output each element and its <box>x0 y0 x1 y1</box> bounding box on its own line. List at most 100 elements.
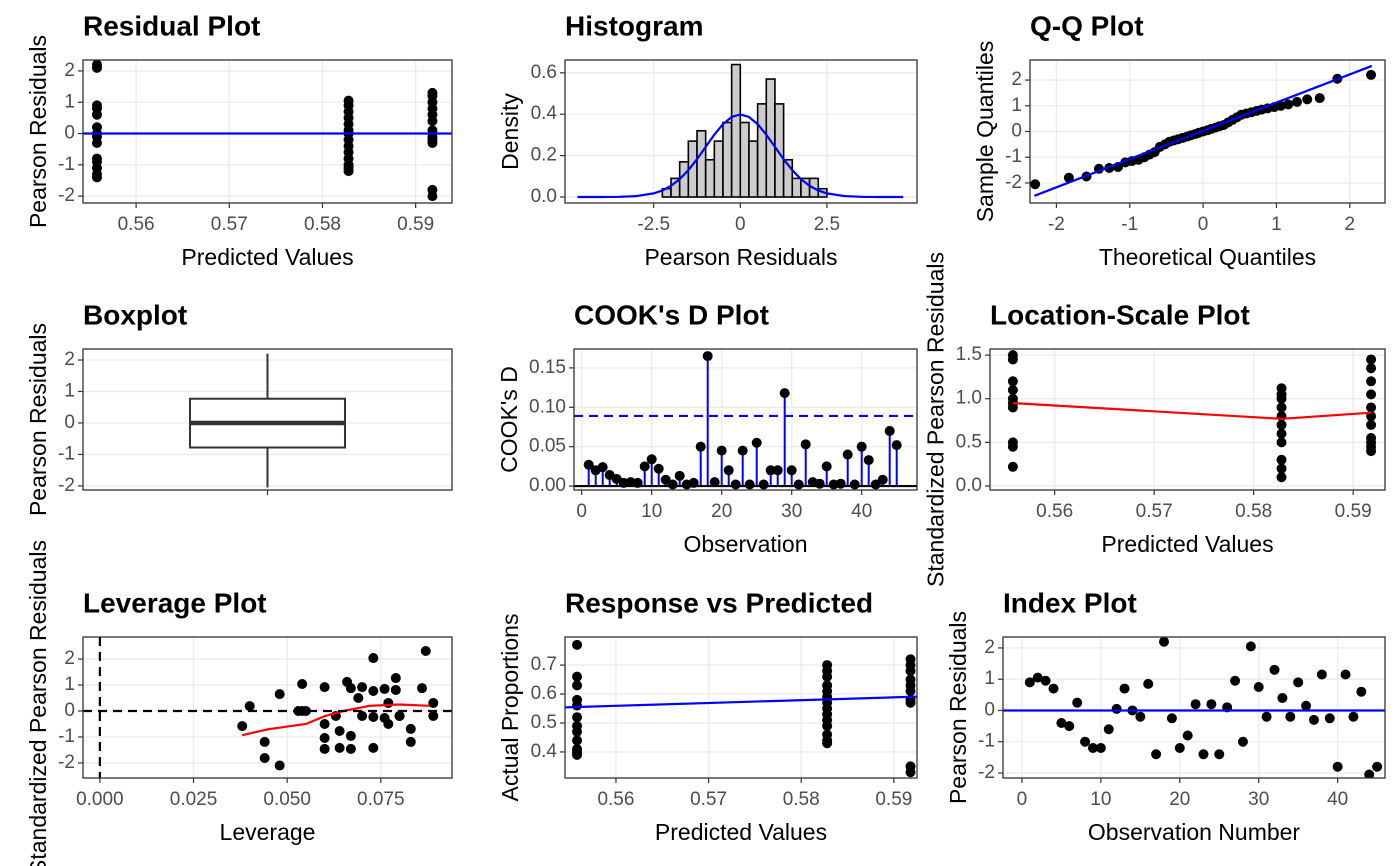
line <box>565 695 917 709</box>
y-tick-label: 1 <box>64 381 75 402</box>
x-axis-label: Predicted Values <box>1101 531 1273 557</box>
y-axis-label: Density <box>497 93 523 170</box>
point <box>905 686 916 697</box>
point <box>1348 711 1359 722</box>
point <box>420 646 431 657</box>
y-axis-label: Standardized Pearson Residuals <box>923 252 949 587</box>
y-tick-label: 0.0 <box>531 186 557 207</box>
point <box>390 673 401 684</box>
panel: Q-Q Plot -2 -1 0 1 2 -2 -1 0 1 2 Theoretical Quanti… <box>972 10 1386 270</box>
point <box>379 683 390 694</box>
panel: COOK's D Plot 0.00 0.05 0.10 0.15 0 10 20 30 40 Ob… <box>496 299 918 557</box>
point <box>822 720 833 731</box>
x-axis-label: Predicted Values <box>181 244 353 270</box>
point <box>300 706 311 717</box>
y-axis-label: Pearson Residuals <box>945 611 971 804</box>
panel-border <box>82 348 453 491</box>
panel: Response vs Predicted 0.4 0.5 0.6 0.7 0.56 0.5… <box>497 587 918 845</box>
x-tick-label: -2.5 <box>637 214 670 235</box>
point <box>1261 711 1272 722</box>
y-tick-label: 0.7 <box>531 654 557 675</box>
point <box>368 686 379 697</box>
x-axis-label: Observation Number <box>1088 819 1301 845</box>
y-axis-label: Pearson Residuals <box>25 323 51 516</box>
point <box>368 711 379 722</box>
point <box>405 723 416 734</box>
point <box>793 479 804 490</box>
point <box>597 462 608 473</box>
point <box>427 137 438 148</box>
point <box>1372 761 1383 772</box>
point <box>319 743 330 754</box>
point <box>1072 697 1083 708</box>
plot-area <box>189 353 346 488</box>
panel-background <box>83 60 452 203</box>
point <box>1276 393 1287 404</box>
histogram-bar <box>774 103 785 198</box>
title: Q-Q Plot <box>1030 10 1144 41</box>
histogram-bar <box>791 177 802 198</box>
x-tick-label: 40 <box>1327 789 1348 810</box>
x-tick-label: 0.57 <box>690 789 727 810</box>
point <box>1276 437 1287 448</box>
x-tick-label: 30 <box>781 501 802 522</box>
point <box>1159 637 1170 647</box>
x-tick-label: 0.050 <box>263 789 311 810</box>
point <box>1253 682 1264 693</box>
point <box>856 441 867 452</box>
y-tick-label: -2 <box>58 475 75 496</box>
point <box>259 736 270 747</box>
point <box>345 683 356 694</box>
point <box>1135 711 1146 722</box>
panel-background <box>574 349 917 490</box>
histogram-bar <box>722 121 733 198</box>
x-tick-label: 40 <box>851 501 872 522</box>
x-tick-label: 2 <box>1345 214 1356 235</box>
panel: Histogram 0.0 0.2 0.4 0.6 -2.5 0 2.5 Pearson Res… <box>497 10 918 270</box>
title: Boxplot <box>83 299 187 330</box>
point <box>1316 669 1327 680</box>
point <box>723 465 734 476</box>
title: Response vs Predicted <box>565 587 873 618</box>
point <box>814 478 825 489</box>
x-tick-label: -1 <box>1121 214 1138 235</box>
y-tick-label: 0.5 <box>531 712 557 733</box>
y-tick-label: 0.6 <box>531 62 557 83</box>
x-tick-label: 1 <box>1271 214 1282 235</box>
line <box>1034 64 1373 197</box>
point <box>1182 730 1193 741</box>
point <box>905 767 916 778</box>
x-tick-label: 0.57 <box>1136 501 1173 522</box>
y-tick-label: 2 <box>64 648 75 669</box>
point <box>877 474 888 485</box>
panel: Leverage Plot -2 -1 0 1 2 0.000 0.025 0.050 0.075… <box>25 540 453 866</box>
x-tick-label: 20 <box>711 501 732 522</box>
x-tick-label: -2 <box>1048 214 1065 235</box>
y-tick-label: 1 <box>1011 95 1022 116</box>
y-axis-label: Pearson Residuals <box>25 35 51 228</box>
point <box>572 639 583 650</box>
x-tick-label: 0.000 <box>76 789 124 810</box>
point <box>1356 686 1367 697</box>
plot-area <box>574 351 917 490</box>
y-tick-label: 1.5 <box>956 344 982 365</box>
point <box>1007 441 1018 452</box>
point <box>737 445 748 456</box>
point <box>660 474 671 485</box>
x-tick-label: 10 <box>1090 789 1111 810</box>
y-tick-label: 0 <box>64 123 75 144</box>
point <box>1080 736 1091 747</box>
y-tick-label: 0 <box>64 412 75 433</box>
point <box>357 710 368 721</box>
x-tick-label: 0.58 <box>304 214 341 235</box>
point <box>357 682 368 693</box>
point <box>1056 717 1067 728</box>
histogram-bar <box>704 158 716 198</box>
y-tick-label: -1 <box>58 726 75 747</box>
y-tick-label: 0.4 <box>531 741 558 762</box>
point <box>1143 678 1154 689</box>
title: Residual Plot <box>83 10 260 41</box>
histogram-bar <box>713 140 724 198</box>
